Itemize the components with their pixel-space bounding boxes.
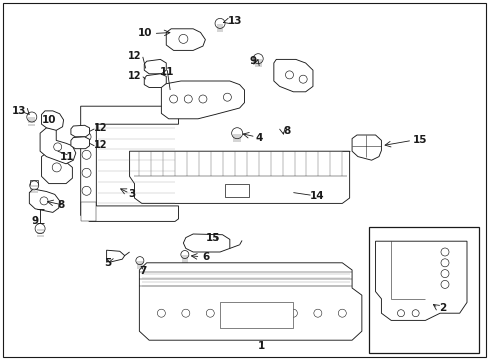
Polygon shape bbox=[239, 308, 278, 315]
Circle shape bbox=[40, 197, 48, 205]
Text: 3: 3 bbox=[128, 189, 135, 199]
Text: 6: 6 bbox=[202, 252, 209, 262]
Polygon shape bbox=[224, 184, 249, 197]
Text: 2: 2 bbox=[438, 303, 446, 313]
Circle shape bbox=[411, 310, 418, 317]
Polygon shape bbox=[71, 125, 89, 137]
Polygon shape bbox=[166, 29, 205, 50]
Circle shape bbox=[30, 181, 39, 190]
Circle shape bbox=[253, 54, 263, 64]
Text: 9: 9 bbox=[32, 216, 39, 226]
Circle shape bbox=[338, 309, 346, 317]
Polygon shape bbox=[144, 74, 166, 87]
Text: 12: 12 bbox=[128, 71, 142, 81]
Circle shape bbox=[199, 95, 206, 103]
Circle shape bbox=[82, 168, 91, 177]
Polygon shape bbox=[40, 128, 76, 164]
Circle shape bbox=[440, 248, 448, 256]
Circle shape bbox=[285, 71, 293, 79]
Circle shape bbox=[299, 75, 306, 83]
Circle shape bbox=[440, 259, 448, 267]
Polygon shape bbox=[81, 106, 178, 221]
Polygon shape bbox=[81, 202, 96, 221]
Circle shape bbox=[179, 35, 187, 44]
Text: 15: 15 bbox=[412, 135, 427, 145]
Circle shape bbox=[184, 95, 192, 103]
Text: 10: 10 bbox=[138, 28, 152, 39]
Circle shape bbox=[206, 309, 214, 317]
Circle shape bbox=[82, 150, 91, 159]
Circle shape bbox=[27, 112, 37, 122]
Polygon shape bbox=[375, 241, 466, 320]
Text: 14: 14 bbox=[309, 191, 324, 201]
Text: 11: 11 bbox=[60, 152, 75, 162]
Circle shape bbox=[181, 251, 188, 258]
Text: 1: 1 bbox=[258, 341, 264, 351]
Text: 13: 13 bbox=[11, 106, 26, 116]
Polygon shape bbox=[139, 263, 361, 340]
Circle shape bbox=[289, 309, 297, 317]
Circle shape bbox=[313, 309, 321, 317]
Text: 15: 15 bbox=[205, 233, 220, 243]
Circle shape bbox=[54, 143, 61, 151]
Text: 12: 12 bbox=[94, 140, 108, 150]
Text: 5: 5 bbox=[104, 258, 111, 268]
Text: 7: 7 bbox=[139, 266, 146, 276]
Polygon shape bbox=[106, 250, 124, 262]
Circle shape bbox=[157, 309, 165, 317]
Text: 9: 9 bbox=[249, 56, 256, 66]
Circle shape bbox=[52, 163, 61, 172]
Circle shape bbox=[82, 186, 91, 195]
Circle shape bbox=[397, 310, 404, 317]
Polygon shape bbox=[144, 59, 166, 74]
Polygon shape bbox=[183, 234, 229, 252]
Polygon shape bbox=[29, 189, 60, 212]
Circle shape bbox=[231, 128, 242, 139]
Text: 4: 4 bbox=[255, 132, 263, 143]
Circle shape bbox=[223, 93, 231, 101]
Polygon shape bbox=[273, 59, 312, 92]
Text: 12: 12 bbox=[128, 51, 142, 61]
Text: 11: 11 bbox=[160, 67, 174, 77]
Text: 8: 8 bbox=[283, 126, 290, 136]
Text: 13: 13 bbox=[227, 16, 242, 26]
Polygon shape bbox=[41, 151, 72, 184]
Circle shape bbox=[35, 224, 45, 234]
Circle shape bbox=[440, 270, 448, 278]
Circle shape bbox=[169, 95, 177, 103]
Polygon shape bbox=[220, 302, 293, 328]
Polygon shape bbox=[351, 135, 381, 160]
Text: 10: 10 bbox=[41, 114, 56, 125]
Polygon shape bbox=[129, 151, 349, 203]
Circle shape bbox=[440, 280, 448, 288]
Polygon shape bbox=[161, 81, 244, 119]
Polygon shape bbox=[71, 137, 89, 149]
Circle shape bbox=[136, 257, 143, 265]
Text: 8: 8 bbox=[58, 200, 65, 210]
Circle shape bbox=[215, 18, 224, 28]
Circle shape bbox=[182, 309, 189, 317]
Polygon shape bbox=[41, 111, 63, 130]
Bar bbox=[368, 227, 478, 353]
Text: 12: 12 bbox=[94, 123, 108, 133]
Circle shape bbox=[82, 132, 91, 141]
